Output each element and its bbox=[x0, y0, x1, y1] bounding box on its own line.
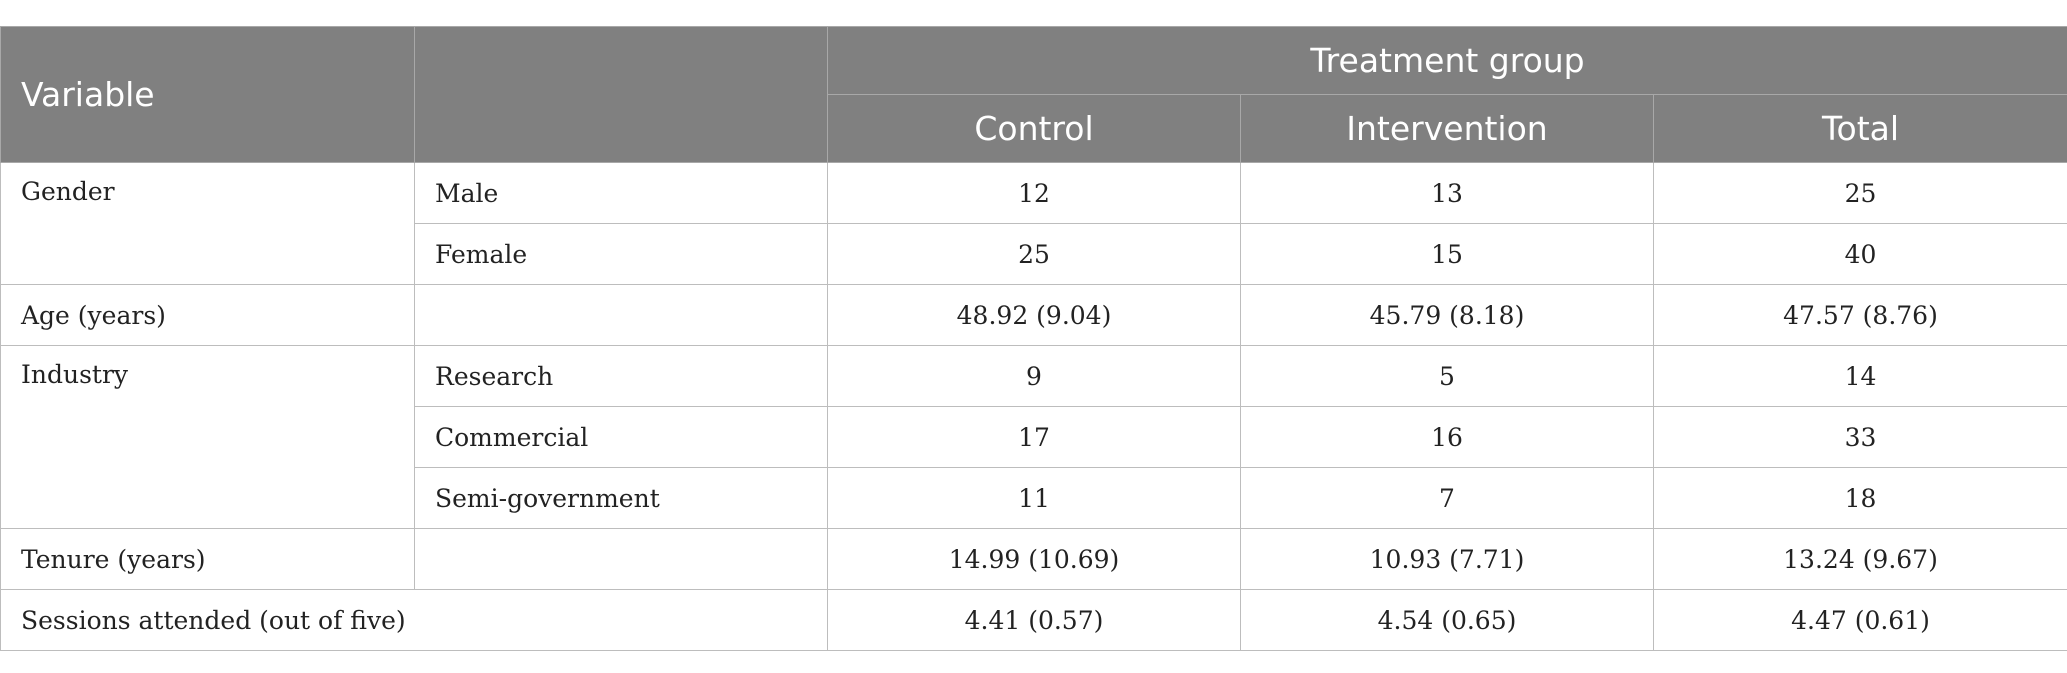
cell-sessions-intervention: 4.54 (0.65) bbox=[1240, 589, 1654, 651]
header-variable: Variable bbox=[0, 26, 415, 163]
table-row: Sessions attended (out of five) 4.41 (0.… bbox=[0, 589, 2067, 651]
header-blank bbox=[414, 26, 828, 163]
cell-female-total: 40 bbox=[1653, 223, 2067, 285]
cell-semigov-total: 18 bbox=[1653, 467, 2067, 529]
cell-research-total: 14 bbox=[1653, 345, 2067, 407]
cell-male-control: 12 bbox=[827, 162, 1241, 224]
cell-semigov-intervention: 7 bbox=[1240, 467, 1654, 529]
cell-tenure-intervention: 10.93 (7.71) bbox=[1240, 528, 1654, 590]
blank-cell bbox=[414, 528, 828, 590]
row-label-tenure: Tenure (years) bbox=[0, 528, 415, 590]
table-row: Age (years) 48.92 (9.04) 45.79 (8.18) 47… bbox=[0, 284, 2067, 346]
cell-female-control: 25 bbox=[827, 223, 1241, 285]
cell-age-intervention: 45.79 (8.18) bbox=[1240, 284, 1654, 346]
demographics-table: Variable Treatment group Control Interve… bbox=[0, 26, 2067, 651]
row-label-sessions: Sessions attended (out of five) bbox=[0, 589, 828, 651]
cell-age-control: 48.92 (9.04) bbox=[827, 284, 1241, 346]
cell-male-total: 25 bbox=[1653, 162, 2067, 224]
sub-label-commercial: Commercial bbox=[414, 406, 828, 468]
table-row: Tenure (years) 14.99 (10.69) 10.93 (7.71… bbox=[0, 528, 2067, 590]
cell-commercial-intervention: 16 bbox=[1240, 406, 1654, 468]
table-row: Gender Male 12 13 25 bbox=[0, 162, 2067, 285]
row-label-gender: Gender bbox=[0, 162, 415, 285]
cell-female-intervention: 15 bbox=[1240, 223, 1654, 285]
sub-label-semigov: Semi-government bbox=[414, 467, 828, 529]
blank-cell bbox=[414, 284, 828, 346]
cell-commercial-control: 17 bbox=[827, 406, 1241, 468]
cell-semigov-control: 11 bbox=[827, 467, 1241, 529]
cell-research-intervention: 5 bbox=[1240, 345, 1654, 407]
sub-label-female: Female bbox=[414, 223, 828, 285]
cell-male-intervention: 13 bbox=[1240, 162, 1654, 224]
cell-age-total: 47.57 (8.76) bbox=[1653, 284, 2067, 346]
cell-tenure-control: 14.99 (10.69) bbox=[827, 528, 1241, 590]
cell-research-control: 9 bbox=[827, 345, 1241, 407]
cell-commercial-total: 33 bbox=[1653, 406, 2067, 468]
header-treatment-group: Treatment group bbox=[827, 26, 2067, 95]
cell-sessions-total: 4.47 (0.61) bbox=[1653, 589, 2067, 651]
sub-label-research: Research bbox=[414, 345, 828, 407]
cell-tenure-total: 13.24 (9.67) bbox=[1653, 528, 2067, 590]
header-intervention: Intervention bbox=[1240, 94, 1654, 163]
row-label-industry: Industry bbox=[0, 345, 415, 529]
sub-label-male: Male bbox=[414, 162, 828, 224]
table-row: Semi-government 11 7 18 bbox=[1, 467, 2067, 529]
table-row: Industry Research 9 5 14 bbox=[0, 345, 2067, 529]
row-label-age: Age (years) bbox=[0, 284, 415, 346]
header-total: Total bbox=[1653, 94, 2067, 163]
header-control: Control bbox=[827, 94, 1241, 163]
cell-sessions-control: 4.41 (0.57) bbox=[827, 589, 1241, 651]
